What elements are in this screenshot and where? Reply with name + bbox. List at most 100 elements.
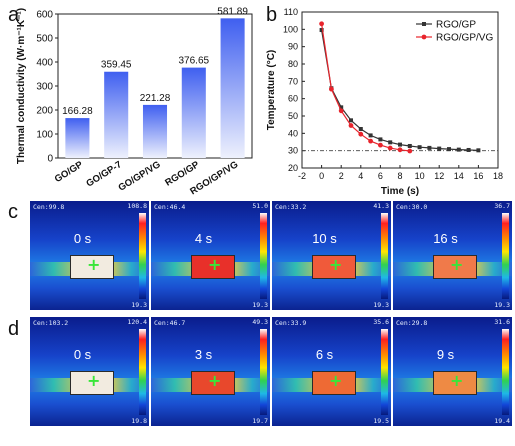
data-point: [319, 21, 324, 27]
thermal-image-panel: + Cen:103.2 0 s 120.4 19.8: [30, 317, 149, 426]
chart-a-bars: [65, 18, 245, 158]
y-tick-label: 80: [288, 59, 298, 69]
center-temperature-readout: Cen:33.9: [275, 319, 307, 327]
y-tick-label: 70: [288, 76, 298, 86]
data-point: [368, 138, 373, 144]
data-point: [398, 142, 402, 147]
bar: [181, 67, 206, 158]
crosshair-icon: +: [208, 255, 222, 274]
heated-sample: [70, 255, 114, 279]
bar: [142, 104, 168, 158]
data-point: [387, 145, 393, 151]
data-point: [378, 142, 383, 148]
crosshair-icon: +: [450, 371, 464, 390]
x-tick-label: 8: [397, 171, 402, 181]
x-tick-label: 10: [415, 171, 425, 181]
y-tick-label: 110: [284, 7, 298, 17]
crosshair-icon: +: [329, 371, 343, 390]
temperature-colorbar: [139, 213, 146, 299]
colorbar-max-label: 36.7: [494, 202, 510, 210]
thermal-conductivity-bar-chart: 0 100 200 300 400 500 600 Thermal conductivity …: [16, 6, 253, 197]
data-point: [397, 147, 403, 153]
center-temperature-readout: Cen:30.0: [396, 203, 428, 211]
series-line: [321, 29, 479, 151]
legend-marker: [421, 34, 427, 40]
y-tick-label: 600: [36, 10, 53, 21]
chart-b-series: [319, 21, 481, 154]
y-tick-label: 40: [288, 128, 298, 138]
panel-letter-d: d: [8, 318, 20, 340]
y-tick-label: 0: [47, 154, 53, 165]
bar: [220, 18, 245, 158]
center-temperature-readout: Cen:46.7: [154, 319, 186, 327]
x-tick-label: 16: [473, 171, 483, 181]
temperature-colorbar: [260, 329, 267, 415]
x-tick-label: GO/GP/VG: [116, 159, 162, 194]
heated-sample: [433, 371, 477, 395]
colorbar-min-label: 19.3: [252, 301, 268, 309]
data-point: [456, 147, 461, 152]
heated-sample: [70, 371, 114, 395]
elapsed-time-label: 10 s: [312, 231, 337, 246]
temperature-line-chart: -2 0 2 4 6 8 10 12 14 16 18 20 30 40 50 60 70 80 90 100 110 T…: [266, 7, 503, 197]
thermal-image-panel: + Cen:33.2 10 s 41.3 19.3: [272, 201, 391, 310]
chart-b-axes: -2 0 2 4 6 8 10 12 14 16 18 20 30 40 50 60 70 80 90 100 110 T…: [266, 7, 503, 197]
panel-letter-a: a: [8, 4, 20, 26]
heated-sample: [312, 371, 356, 395]
thermal-images-row-c: + Cen:99.8 0 s 108.8 19.3 + Cen:46.4 4 s 51.0 19.…: [30, 201, 514, 310]
colorbar-min-label: 19.4: [494, 417, 510, 425]
heated-sample: [191, 255, 235, 279]
colorbar-min-label: 19.3: [131, 301, 147, 309]
data-point: [368, 133, 373, 138]
colorbar-max-label: 41.3: [373, 202, 389, 210]
data-point: [358, 131, 364, 137]
data-point: [407, 148, 413, 154]
bar: [65, 118, 90, 158]
data-point: [476, 148, 481, 153]
bar-value-label: 581.89: [217, 6, 248, 17]
crosshair-icon: +: [87, 371, 101, 390]
x-axis-label: Time (s): [381, 186, 419, 197]
colorbar-max-label: 120.4: [127, 318, 147, 326]
center-temperature-readout: Cen:103.2: [33, 319, 69, 327]
x-tick-label: 0: [319, 171, 324, 181]
y-tick-label: 500: [36, 34, 53, 45]
y-tick-label: 100: [36, 130, 53, 141]
data-point: [388, 140, 393, 145]
elapsed-time-label: 0 s: [73, 231, 92, 246]
thermal-image-panel: + Cen:30.0 16 s 36.7 19.3: [393, 201, 512, 310]
bar-value-label: 166.28: [62, 106, 93, 117]
temperature-colorbar: [381, 213, 388, 299]
crosshair-icon: +: [450, 255, 464, 274]
colorbar-max-label: 49.3: [252, 318, 268, 326]
x-tick-label: 4: [358, 171, 363, 181]
data-point: [437, 146, 442, 151]
elapsed-time-label: 9 s: [436, 347, 455, 362]
panel-letter-b: b: [266, 4, 278, 26]
legend-label: RGO/GP: [436, 20, 476, 31]
data-point: [348, 123, 354, 128]
crosshair-icon: +: [208, 371, 222, 390]
heated-sample: [312, 255, 356, 279]
x-tick-label: GO/GP: [53, 159, 86, 185]
center-temperature-readout: Cen:46.4: [154, 203, 186, 211]
colorbar-min-label: 19.7: [252, 417, 268, 425]
legend-marker: [422, 22, 426, 26]
elapsed-time-label: 6 s: [315, 347, 334, 362]
y-tick-label: 300: [36, 82, 53, 93]
thermal-image-panel: + Cen:29.8 9 s 31.6 19.4: [393, 317, 512, 426]
y-axis-label: Temperature (°C): [266, 50, 277, 131]
temperature-colorbar: [502, 213, 509, 299]
x-tick-label: -2: [298, 171, 306, 181]
series-line: [321, 23, 410, 152]
data-point: [358, 127, 363, 131]
center-temperature-readout: Cen:99.8: [33, 203, 65, 211]
data-point: [427, 145, 432, 150]
x-tick-label: 6: [378, 171, 383, 181]
colorbar-max-label: 31.6: [494, 318, 510, 326]
y-tick-label: 50: [288, 111, 298, 121]
x-tick-label: 12: [434, 171, 444, 181]
chart-b-legend: RGO/GP RGO/GP/VG: [416, 20, 493, 44]
colorbar-max-label: 108.8: [127, 202, 147, 210]
thermal-image-panel: + Cen:46.7 3 s 49.3 19.7: [151, 317, 270, 426]
